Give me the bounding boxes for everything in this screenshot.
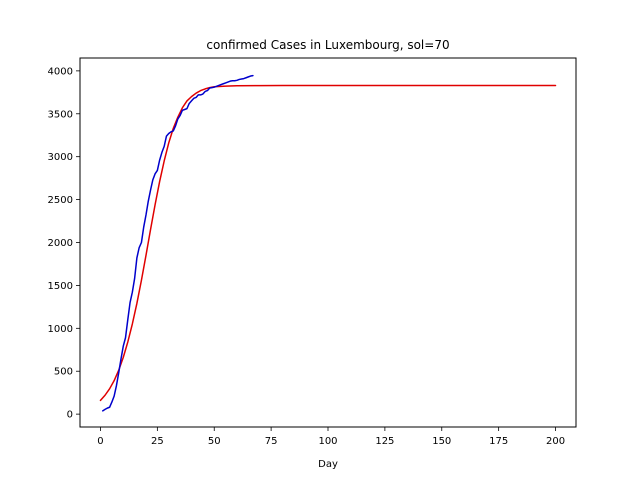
x-tick-label: 175 [489,436,508,447]
y-tick-label: 4000 [48,66,73,77]
y-tick-label: 1500 [48,281,73,292]
y-tick-label: 1000 [48,324,73,335]
plot-area [99,74,557,412]
x-axis: 0 25 50 75 100 125 150 175 200 [97,427,565,447]
x-tick-label: 75 [265,436,278,447]
chart-title: confirmed Cases in Luxembourg, sol=70 [206,38,449,52]
x-tick-label: 150 [432,436,451,447]
y-tick-label: 3500 [48,109,73,120]
series-line-1 [102,74,254,412]
x-tick-label: 100 [318,436,337,447]
y-tick-label: 2500 [48,195,73,206]
x-tick-label: 0 [97,436,103,447]
y-axis: 0 500 1000 1500 2000 2500 3000 3500 4000 [48,66,80,421]
x-tick-label: 25 [151,436,164,447]
y-tick-label: 2000 [48,238,73,249]
x-axis-title: Day [318,459,338,470]
plot-frame [79,57,577,428]
x-tick-label: 200 [546,436,565,447]
x-tick-label: 125 [375,436,394,447]
y-tick-label: 500 [54,367,73,378]
y-tick-label: 0 [67,410,73,421]
y-tick-label: 3000 [48,152,73,163]
series-line-0 [99,84,557,402]
x-tick-label: 50 [208,436,221,447]
